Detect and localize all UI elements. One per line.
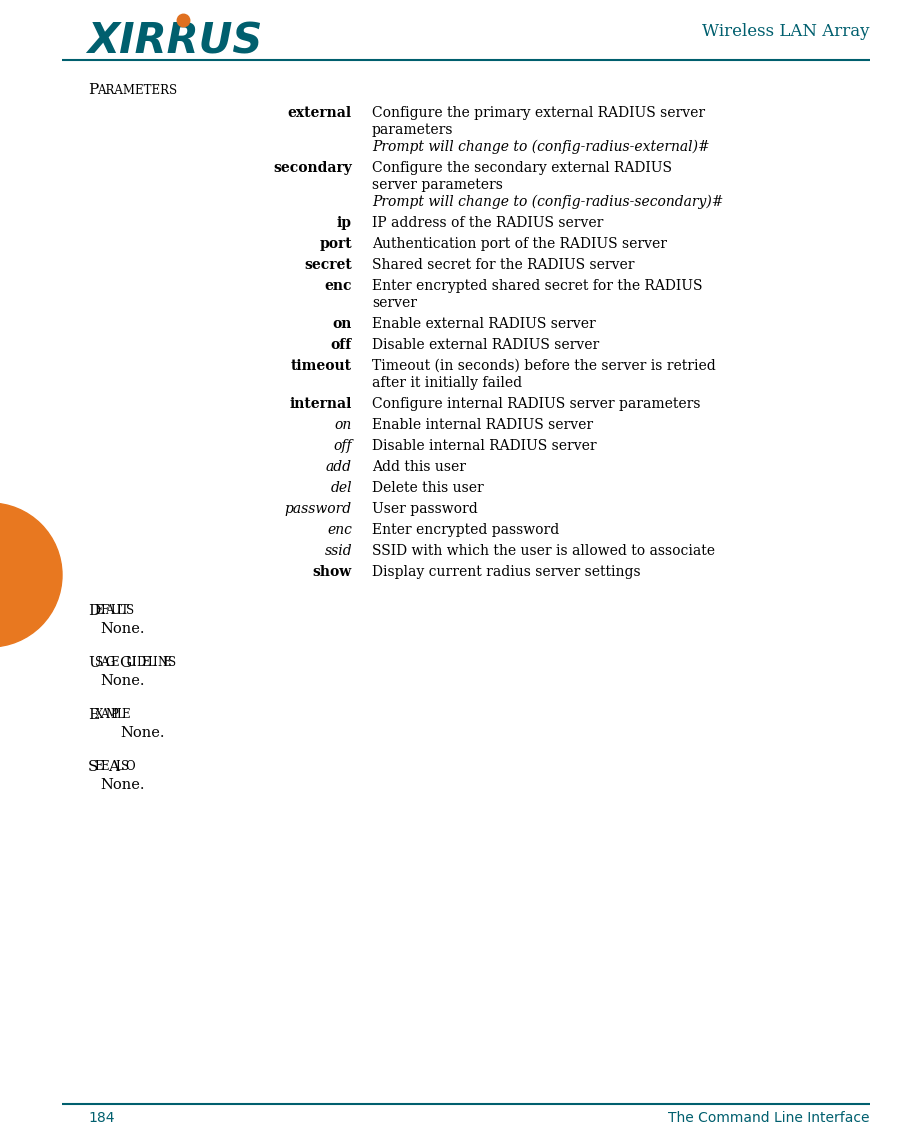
- Text: port: port: [319, 237, 352, 251]
- Text: Authentication port of the RADIUS server: Authentication port of the RADIUS server: [372, 237, 667, 251]
- Text: Delete this user: Delete this user: [372, 481, 483, 496]
- Text: U: U: [125, 655, 135, 669]
- Text: server parameters: server parameters: [372, 178, 502, 192]
- Text: enc: enc: [324, 279, 352, 293]
- Text: ssid: ssid: [324, 544, 352, 558]
- Text: I: I: [152, 655, 157, 669]
- Text: P: P: [111, 708, 118, 721]
- Text: G: G: [106, 655, 115, 669]
- Text: on: on: [332, 318, 352, 331]
- Text: Wireless LAN Array: Wireless LAN Array: [702, 24, 869, 41]
- Text: Disable internal RADIUS server: Disable internal RADIUS server: [372, 439, 596, 452]
- Text: E: E: [100, 760, 108, 773]
- Text: S: S: [168, 655, 176, 669]
- Text: N: N: [157, 655, 168, 669]
- Text: off: off: [330, 338, 352, 352]
- Text: M: M: [106, 708, 117, 721]
- Text: ARAMETERS: ARAMETERS: [97, 85, 178, 98]
- Text: on: on: [335, 418, 352, 432]
- Text: L: L: [115, 708, 124, 721]
- Text: A: A: [100, 708, 108, 721]
- Text: None.: None.: [100, 674, 144, 688]
- Text: external: external: [288, 105, 352, 120]
- Text: off: off: [333, 439, 352, 452]
- Text: User password: User password: [372, 502, 477, 516]
- Text: ip: ip: [336, 215, 352, 230]
- Text: enc: enc: [327, 523, 352, 538]
- Text: P: P: [87, 83, 98, 98]
- Text: A: A: [108, 760, 119, 775]
- Text: Enable internal RADIUS server: Enable internal RADIUS server: [372, 418, 593, 432]
- Text: Configure the primary external RADIUS server: Configure the primary external RADIUS se…: [372, 105, 704, 120]
- Text: after it initially failed: after it initially failed: [372, 376, 521, 390]
- Text: Configure the secondary external RADIUS: Configure the secondary external RADIUS: [372, 161, 671, 175]
- Text: 184: 184: [87, 1111, 115, 1125]
- Text: Timeout (in seconds) before the server is retried: Timeout (in seconds) before the server i…: [372, 359, 715, 373]
- Text: S: S: [126, 604, 134, 617]
- Text: Prompt will change to (config-radius-external)#: Prompt will change to (config-radius-ext…: [372, 139, 709, 154]
- Text: E: E: [87, 708, 99, 722]
- Text: I: I: [131, 655, 135, 669]
- Text: Configure internal RADIUS server parameters: Configure internal RADIUS server paramet…: [372, 397, 700, 411]
- Text: show: show: [312, 565, 352, 579]
- Text: The Command Line Interface: The Command Line Interface: [667, 1111, 869, 1125]
- Text: T: T: [121, 604, 129, 617]
- Text: None.: None.: [100, 623, 144, 636]
- Text: secret: secret: [304, 259, 352, 272]
- Text: E: E: [95, 604, 104, 617]
- Text: E: E: [95, 760, 104, 773]
- Text: Display current radius server settings: Display current radius server settings: [372, 565, 640, 579]
- Text: A: A: [106, 604, 114, 617]
- Text: O: O: [125, 760, 135, 773]
- Text: SSID with which the user is allowed to associate: SSID with which the user is allowed to a…: [372, 544, 714, 558]
- Text: F: F: [100, 604, 108, 617]
- Text: S: S: [95, 655, 103, 669]
- Text: Shared secret for the RADIUS server: Shared secret for the RADIUS server: [372, 259, 634, 272]
- Text: parameters: parameters: [372, 122, 453, 137]
- Text: password: password: [284, 502, 352, 516]
- Text: timeout: timeout: [290, 359, 352, 373]
- Text: Enter encrypted shared secret for the RADIUS: Enter encrypted shared secret for the RA…: [372, 279, 702, 293]
- Text: secondary: secondary: [272, 161, 352, 175]
- Text: Add this user: Add this user: [372, 460, 465, 474]
- Text: E: E: [111, 655, 119, 669]
- Text: Prompt will change to (config-radius-secondary)#: Prompt will change to (config-radius-sec…: [372, 195, 723, 210]
- Text: server: server: [372, 296, 417, 310]
- Text: S: S: [120, 760, 128, 773]
- Text: IP address of the RADIUS server: IP address of the RADIUS server: [372, 215, 603, 230]
- Text: E: E: [162, 655, 171, 669]
- Text: L: L: [115, 760, 123, 773]
- Text: G: G: [119, 655, 131, 670]
- Text: A: A: [100, 655, 108, 669]
- Text: L: L: [115, 604, 124, 617]
- Text: E: E: [142, 655, 150, 669]
- Text: D: D: [136, 655, 145, 669]
- Text: Enable external RADIUS server: Enable external RADIUS server: [372, 318, 595, 331]
- Text: Disable external RADIUS server: Disable external RADIUS server: [372, 338, 599, 352]
- Text: L: L: [147, 655, 154, 669]
- Text: None.: None.: [120, 726, 164, 741]
- Text: U: U: [111, 604, 120, 617]
- Text: S: S: [87, 760, 98, 775]
- Text: U: U: [87, 655, 101, 670]
- Text: del: del: [330, 481, 352, 496]
- Text: D: D: [87, 604, 100, 618]
- Text: Enter encrypted password: Enter encrypted password: [372, 523, 558, 538]
- Text: XIRRUS: XIRRUS: [87, 22, 262, 64]
- Circle shape: [0, 503, 62, 648]
- Text: X: X: [95, 708, 103, 721]
- Text: add: add: [326, 460, 352, 474]
- Text: None.: None.: [100, 778, 144, 792]
- Text: internal: internal: [290, 397, 352, 411]
- Text: E: E: [121, 708, 130, 721]
